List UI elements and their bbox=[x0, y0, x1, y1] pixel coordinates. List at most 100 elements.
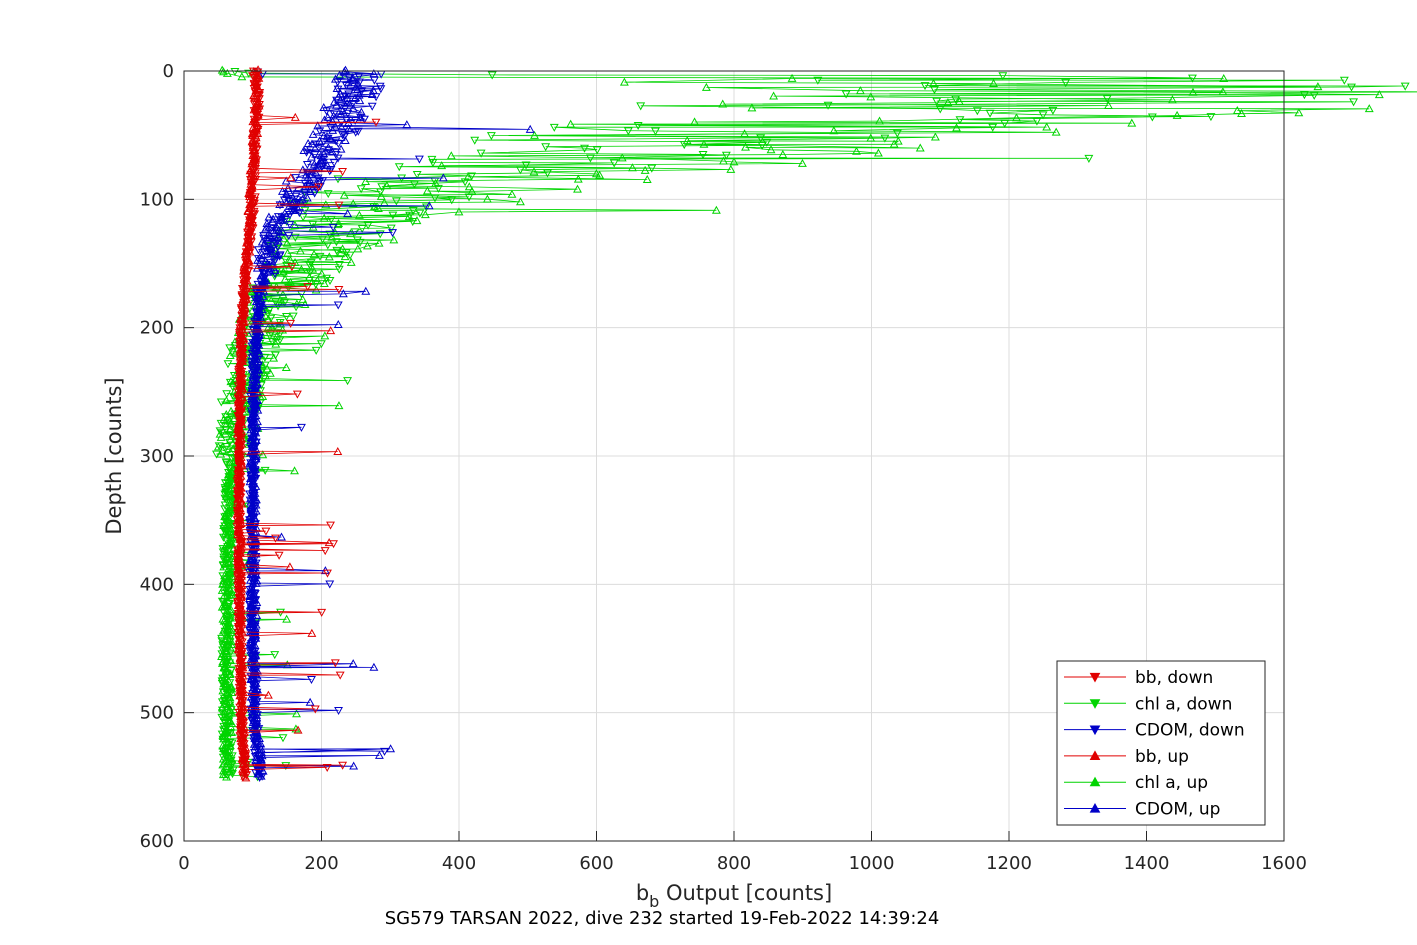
data-point bbox=[225, 344, 235, 353]
data-point bbox=[273, 232, 283, 241]
data-point bbox=[1294, 108, 1304, 117]
data-point bbox=[237, 393, 247, 402]
data-point bbox=[1127, 118, 1137, 127]
data-point bbox=[223, 688, 233, 697]
data-point bbox=[1188, 87, 1198, 96]
data-point bbox=[424, 201, 434, 210]
data-point bbox=[747, 103, 757, 112]
data-point bbox=[252, 139, 262, 148]
data-point bbox=[263, 690, 273, 699]
data-point bbox=[225, 655, 235, 664]
data-point bbox=[258, 450, 268, 459]
data-point bbox=[290, 112, 300, 121]
data-point bbox=[226, 434, 236, 443]
data-point bbox=[235, 412, 245, 421]
data-point bbox=[1048, 106, 1058, 115]
data-point bbox=[338, 289, 348, 298]
data-point bbox=[245, 511, 255, 520]
data-point bbox=[285, 221, 295, 230]
data-point bbox=[253, 769, 263, 778]
data-point bbox=[317, 608, 327, 617]
x-tick-label: 200 bbox=[304, 853, 338, 874]
data-point bbox=[257, 253, 266, 262]
data-point bbox=[254, 73, 264, 82]
data-point bbox=[220, 501, 230, 510]
data-point bbox=[246, 425, 256, 434]
data-point bbox=[249, 469, 259, 478]
data-point bbox=[227, 593, 237, 602]
data-point bbox=[331, 100, 341, 109]
data-point bbox=[218, 576, 228, 585]
data-point bbox=[726, 164, 736, 173]
data-point bbox=[251, 506, 261, 515]
data-point bbox=[333, 319, 343, 329]
data-point bbox=[376, 191, 386, 200]
data-point bbox=[310, 151, 320, 160]
data-point bbox=[422, 186, 432, 195]
data-point bbox=[250, 542, 260, 552]
series-chl-a-up bbox=[213, 65, 1384, 781]
data-point bbox=[248, 611, 258, 620]
data-point bbox=[855, 86, 865, 95]
data-point bbox=[323, 112, 333, 121]
data-point bbox=[222, 390, 232, 399]
data-point bbox=[951, 95, 961, 104]
data-point bbox=[873, 148, 883, 157]
data-point bbox=[330, 228, 340, 237]
data-point bbox=[271, 298, 281, 307]
data-point bbox=[349, 761, 359, 770]
data-point bbox=[245, 494, 255, 503]
data-point bbox=[930, 132, 940, 141]
data-point bbox=[227, 590, 237, 599]
data-point bbox=[285, 210, 295, 219]
data-point bbox=[213, 442, 223, 451]
data-point bbox=[1032, 117, 1042, 126]
data-point bbox=[298, 294, 308, 303]
data-point bbox=[227, 707, 236, 716]
data-point bbox=[428, 159, 438, 168]
data-point bbox=[236, 539, 246, 548]
data-point bbox=[541, 143, 551, 152]
data-point bbox=[525, 124, 535, 133]
data-point bbox=[1012, 113, 1021, 122]
data-point bbox=[253, 246, 263, 255]
data-point bbox=[217, 602, 227, 611]
data-point bbox=[226, 637, 236, 646]
data-point bbox=[253, 417, 262, 426]
series-bb-up bbox=[233, 65, 343, 782]
legend-label: chl a, down bbox=[1135, 694, 1232, 714]
data-point bbox=[253, 255, 263, 264]
data-point bbox=[1313, 82, 1323, 91]
data-point bbox=[943, 98, 953, 107]
data-point bbox=[221, 396, 231, 405]
data-point bbox=[1038, 111, 1048, 120]
data-point bbox=[334, 261, 344, 270]
data-point bbox=[353, 244, 363, 253]
data-point bbox=[323, 569, 332, 578]
data-point bbox=[248, 483, 258, 492]
data-point bbox=[343, 78, 353, 87]
data-point bbox=[275, 200, 285, 209]
data-point bbox=[226, 721, 236, 730]
data-point bbox=[261, 527, 271, 536]
data-point bbox=[300, 181, 310, 190]
data-point bbox=[246, 675, 256, 684]
data-point bbox=[954, 97, 964, 106]
data-point bbox=[291, 174, 301, 183]
data-point bbox=[314, 144, 324, 153]
data-point bbox=[236, 734, 246, 743]
y-tick-label: 100 bbox=[140, 189, 174, 210]
data-point bbox=[769, 91, 779, 100]
data-point bbox=[247, 657, 257, 666]
data-point bbox=[338, 244, 348, 253]
data-point bbox=[290, 233, 300, 242]
data-point bbox=[237, 439, 247, 448]
data-point bbox=[690, 117, 700, 126]
data-point bbox=[326, 326, 336, 335]
data-point bbox=[220, 528, 230, 537]
data-point bbox=[386, 224, 396, 233]
data-point bbox=[240, 746, 250, 755]
data-point bbox=[319, 213, 329, 222]
chart-title: SG579 TARSAN 2022, dive 232 started 19-F… bbox=[385, 908, 940, 929]
data-point bbox=[388, 229, 398, 238]
